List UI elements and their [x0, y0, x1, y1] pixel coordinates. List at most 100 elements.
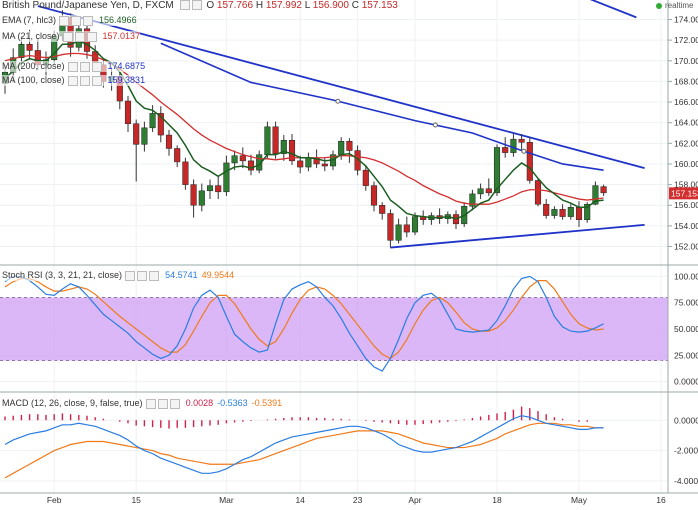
trendline[interactable] [390, 223, 645, 249]
ohlc-open-label: O [206, 0, 215, 12]
candle-body [346, 141, 353, 151]
legend-ma100[interactable]: MA (100, close) 159.3831 [2, 75, 146, 86]
candle-body [403, 224, 410, 233]
legend-macd-hist-value: 0.0028 [185, 398, 214, 408]
candle-body [543, 203, 550, 216]
candle [428, 212, 435, 225]
grid-layer [0, 0, 668, 493]
price-tick-label: 174.000 [674, 14, 698, 24]
candle-body [395, 224, 402, 241]
settings-icon[interactable] [145, 398, 156, 409]
candle-body [338, 141, 345, 155]
candle [403, 216, 410, 238]
time-axis[interactable]: Feb 15 Mar 14 23 Apr 18 May 16 [47, 495, 666, 505]
candle [370, 181, 378, 212]
close-icon[interactable] [149, 270, 160, 281]
settings-icon[interactable] [62, 31, 73, 42]
visibility-icon[interactable] [79, 61, 90, 72]
candle-body [477, 188, 484, 195]
symbol-title[interactable]: British Pound/Japanese Yen, D, FXCM [2, 0, 174, 12]
close-icon[interactable] [83, 15, 94, 26]
candles [1, 10, 607, 248]
legend-macd-buttons[interactable] [145, 398, 182, 409]
realtime-label: realtime [665, 1, 694, 10]
candle [600, 184, 607, 196]
macd-signal-line [4, 422, 604, 479]
candle [485, 178, 492, 196]
legend-ma200[interactable]: MA (200, close) 174.6875 [2, 61, 146, 72]
stoch-tick-label: 0.0000 [674, 377, 698, 387]
candle [247, 154, 255, 176]
time-tick-label: 15 [131, 495, 141, 505]
price-tick-label: 152.000 [674, 242, 698, 252]
candle-body [149, 113, 156, 129]
settings-icon[interactable] [67, 61, 78, 72]
visibility-icon[interactable] [79, 75, 90, 86]
macd-tick-label: -2.0000 [674, 446, 698, 456]
time-tick-label: Feb [47, 495, 62, 505]
legend-ma21-label: MA (21, close) [2, 31, 60, 41]
settings-icon[interactable] [179, 0, 190, 11]
candle-body [239, 155, 246, 162]
trendline[interactable] [579, 0, 637, 19]
macd-line [4, 415, 604, 474]
time-tick-label: Mar [219, 495, 234, 505]
close-icon[interactable] [91, 75, 102, 86]
stoch-tick-label: 75.0000 [674, 298, 698, 308]
stoch-tick-label: 50.0000 [674, 324, 698, 334]
candle-body [231, 155, 238, 164]
candle-body [174, 148, 181, 163]
settings-icon[interactable] [125, 270, 136, 281]
current-price-tag [669, 187, 698, 200]
close-icon[interactable] [91, 61, 102, 72]
settings-icon[interactable] [59, 15, 70, 26]
legend-ma100-buttons[interactable] [67, 75, 104, 86]
close-icon[interactable] [169, 398, 180, 409]
candle [157, 106, 164, 143]
price-tick-label: 164.000 [674, 118, 698, 128]
legend-ema7-buttons[interactable] [59, 15, 95, 26]
candle-body [288, 139, 296, 162]
candle-body [198, 190, 205, 206]
legend-ma21-buttons[interactable] [62, 31, 99, 42]
visibility-icon[interactable] [191, 0, 202, 11]
visibility-icon[interactable] [137, 270, 148, 281]
legend-ma21[interactable]: MA (21, close) 157.0137 [2, 31, 141, 42]
price-tick-label: 170.000 [674, 56, 698, 66]
candle [174, 145, 181, 168]
ohlc-close-label: C [351, 0, 359, 12]
legend-stoch-k-value: 54.5741 [165, 270, 198, 280]
legend-ema7[interactable]: EMA (7, hlc3) 156.4966 [2, 15, 137, 26]
ohlc-high-value: 157.992 [265, 0, 302, 12]
stoch-tick-label: 25.0000 [674, 350, 698, 360]
time-tick-label: Apr [408, 495, 421, 505]
legend-stoch-buttons[interactable] [125, 270, 161, 281]
candle-body [124, 100, 132, 124]
time-tick-label: 18 [492, 495, 502, 505]
close-icon[interactable] [86, 31, 97, 42]
legend-ma200-buttons[interactable] [67, 61, 104, 72]
candle-body [518, 138, 525, 143]
legend-stoch[interactable]: Stoch RSI (3, 3, 21, 21, close) 54.5741 49… [2, 270, 235, 281]
legend-macd[interactable]: MACD (12, 26, close, 9, false, true) 0.00… [2, 398, 283, 409]
candle [362, 164, 369, 191]
visibility-icon[interactable] [157, 398, 168, 409]
candle-body [526, 142, 533, 181]
visibility-icon[interactable] [74, 31, 85, 42]
settings-icon[interactable] [67, 75, 78, 86]
candle [124, 95, 132, 132]
candle [141, 121, 148, 152]
price-tick-label: 158.000 [674, 180, 698, 190]
time-tick-label: 23 [353, 495, 363, 505]
header-buttons[interactable] [179, 0, 204, 11]
price-axis[interactable]: 174.000 172.000 170.000 168.000 166.000 164.0… [668, 14, 698, 486]
visibility-icon[interactable] [71, 15, 82, 26]
candle-body [575, 207, 583, 220]
stoch-tick-label: 100.0000 [674, 271, 698, 281]
price-tick-label: 162.000 [674, 138, 698, 148]
candle-body [485, 188, 492, 194]
price-tick-label: 154.000 [674, 221, 698, 231]
ma100-line [160, 42, 604, 171]
candle-body [18, 43, 25, 58]
